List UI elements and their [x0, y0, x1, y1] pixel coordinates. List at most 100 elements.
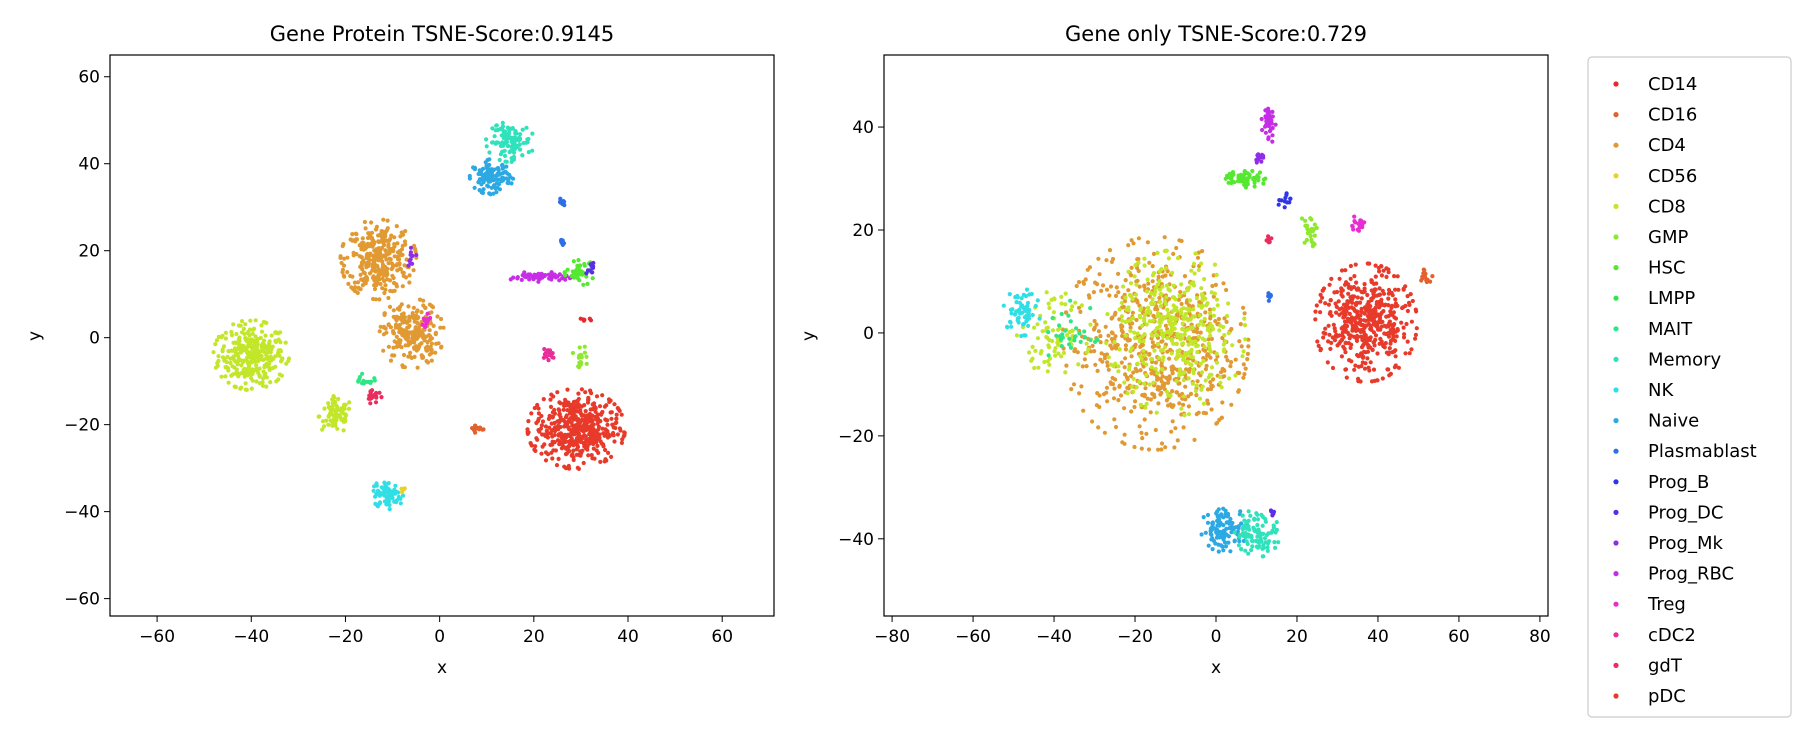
scatter-point-CD8	[239, 330, 245, 335]
scatter-point-pDC	[1379, 273, 1384, 278]
scatter-point-CD4	[1122, 432, 1127, 437]
scatter-point-pDC	[1329, 276, 1334, 281]
scatter-point-Naive	[1201, 515, 1206, 520]
scatter-point-CD8	[231, 322, 236, 327]
scatter-point-NK	[1022, 315, 1027, 320]
scatter-point-pDC	[546, 416, 552, 421]
scatter-point-pDC	[1318, 310, 1323, 315]
scatter-point-Naive	[481, 187, 486, 192]
scatter-point-CD4	[395, 268, 400, 273]
scatter-point-Naive	[1223, 511, 1228, 517]
scatter-point-CD4	[1092, 318, 1097, 324]
scatter-point-Treg	[1356, 228, 1361, 233]
scatter-point-CD8	[1174, 316, 1179, 321]
scatter-point-CD4	[1211, 377, 1216, 382]
scatter-point-CD4	[368, 243, 373, 248]
scatter-point-CD8	[264, 353, 269, 358]
scatter-point-CD4	[357, 254, 362, 259]
scatter-point-HSC	[585, 281, 590, 286]
scatter-point-Prog_RBC	[1263, 130, 1268, 135]
scatter-point-pDC	[589, 419, 594, 424]
scatter-point-CD4	[417, 297, 423, 302]
scatter-point-pDC	[1345, 330, 1350, 335]
scatter-point-CD8	[1153, 366, 1158, 371]
scatter-point-CD8	[1195, 350, 1200, 355]
scatter-point-gdT	[368, 401, 373, 406]
scatter-point-CD4	[1246, 337, 1251, 342]
scatter-point-CD8	[1188, 317, 1193, 322]
scatter-point-CD8	[1203, 378, 1208, 383]
scatter-point-CD8	[1126, 308, 1131, 313]
scatter-point-pDC	[1328, 346, 1333, 351]
scatter-point-CD8	[1165, 307, 1170, 312]
scatter-point-pDC	[564, 446, 569, 451]
scatter-point-Memory	[502, 153, 508, 158]
scatter-point-CD8	[241, 326, 246, 331]
scatter-point-pDC	[591, 446, 596, 451]
scatter-point-pDC	[581, 429, 586, 434]
scatter-point-pDC	[1348, 345, 1353, 350]
scatter-point-pDC	[1414, 326, 1419, 331]
scatter-point-CD4	[1245, 351, 1250, 356]
scatter-point-CD8	[243, 387, 248, 392]
scatter-point-Memory	[530, 131, 535, 136]
scatter-point-pDC	[1326, 323, 1331, 328]
x-tick-label: 60	[711, 627, 733, 647]
scatter-point-pDC	[1351, 285, 1357, 290]
scatter-point-Memory	[1249, 548, 1254, 553]
scatter-point-CD4	[1163, 445, 1168, 450]
scatter-point-CD4	[1204, 363, 1209, 368]
scatter-point-MAIT	[357, 375, 362, 380]
y-tick-label: 40	[78, 155, 100, 175]
scatter-point-CD8	[249, 367, 254, 372]
legend-item-Prog_B: Prog_B	[1613, 472, 1709, 493]
scatter-point-Memory	[520, 153, 525, 158]
scatter-point-CD8	[1169, 324, 1174, 329]
scatter-point-CD8	[246, 370, 251, 375]
scatter-point-CD4	[438, 316, 444, 322]
scatter-point-pDC	[603, 447, 608, 453]
scatter-point-Memory	[498, 127, 503, 132]
scatter-point-pDC	[590, 407, 595, 412]
scatter-point-MAIT	[1046, 353, 1051, 358]
scatter-point-pDC	[552, 407, 557, 413]
scatter-point-CD4	[1139, 446, 1144, 451]
scatter-point-CD8	[1200, 384, 1205, 389]
scatter-point-CD4	[1159, 339, 1164, 344]
scatter-point-CD8	[1134, 385, 1139, 390]
scatter-point-Naive	[1219, 514, 1224, 519]
scatter-point-CD4	[1209, 407, 1214, 412]
scatter-point-pDC	[1333, 301, 1338, 306]
scatter-point-pDC	[1355, 315, 1361, 320]
legend-label: MAIT	[1648, 319, 1693, 340]
scatter-point-CD8	[1164, 295, 1169, 300]
scatter-point-CD4	[1115, 342, 1120, 348]
scatter-point-Prog_B	[1288, 196, 1293, 201]
scatter-point-Naive	[477, 168, 482, 173]
scatter-point-pDC	[1384, 314, 1389, 319]
scatter-point-CD8	[1135, 361, 1140, 366]
scatter-point-pDC	[594, 430, 599, 435]
scatter-point-CD4	[388, 325, 393, 330]
scatter-point-CD8	[1138, 354, 1143, 359]
scatter-point-CD4	[1126, 288, 1131, 293]
scatter-point-Memory	[1240, 513, 1245, 518]
scatter-point-CD4	[428, 337, 433, 342]
scatter-point-Naive	[1223, 508, 1228, 513]
scatter-point-CD8	[1053, 353, 1058, 358]
scatter-point-pDC	[1393, 304, 1398, 309]
scatter-point-CD8	[1056, 342, 1061, 347]
scatter-point-pDC	[608, 398, 613, 403]
scatter-point-CD4	[1159, 441, 1165, 446]
scatter-point-CD8	[326, 422, 331, 427]
scatter-point-Prog_DC	[1270, 513, 1275, 518]
scatter-point-pDC	[580, 417, 585, 422]
legend: CD14CD16CD4CD56CD8GMPHSCLMPPMAITMemoryNK…	[1587, 56, 1792, 718]
scatter-point-Memory	[1255, 517, 1261, 522]
scatter-point-CD8	[1242, 316, 1247, 321]
scatter-point-CD4	[1107, 248, 1113, 253]
scatter-point-CD4	[369, 230, 375, 235]
scatter-point-CD4	[384, 330, 389, 335]
scatter-point-CD8	[1132, 330, 1137, 335]
